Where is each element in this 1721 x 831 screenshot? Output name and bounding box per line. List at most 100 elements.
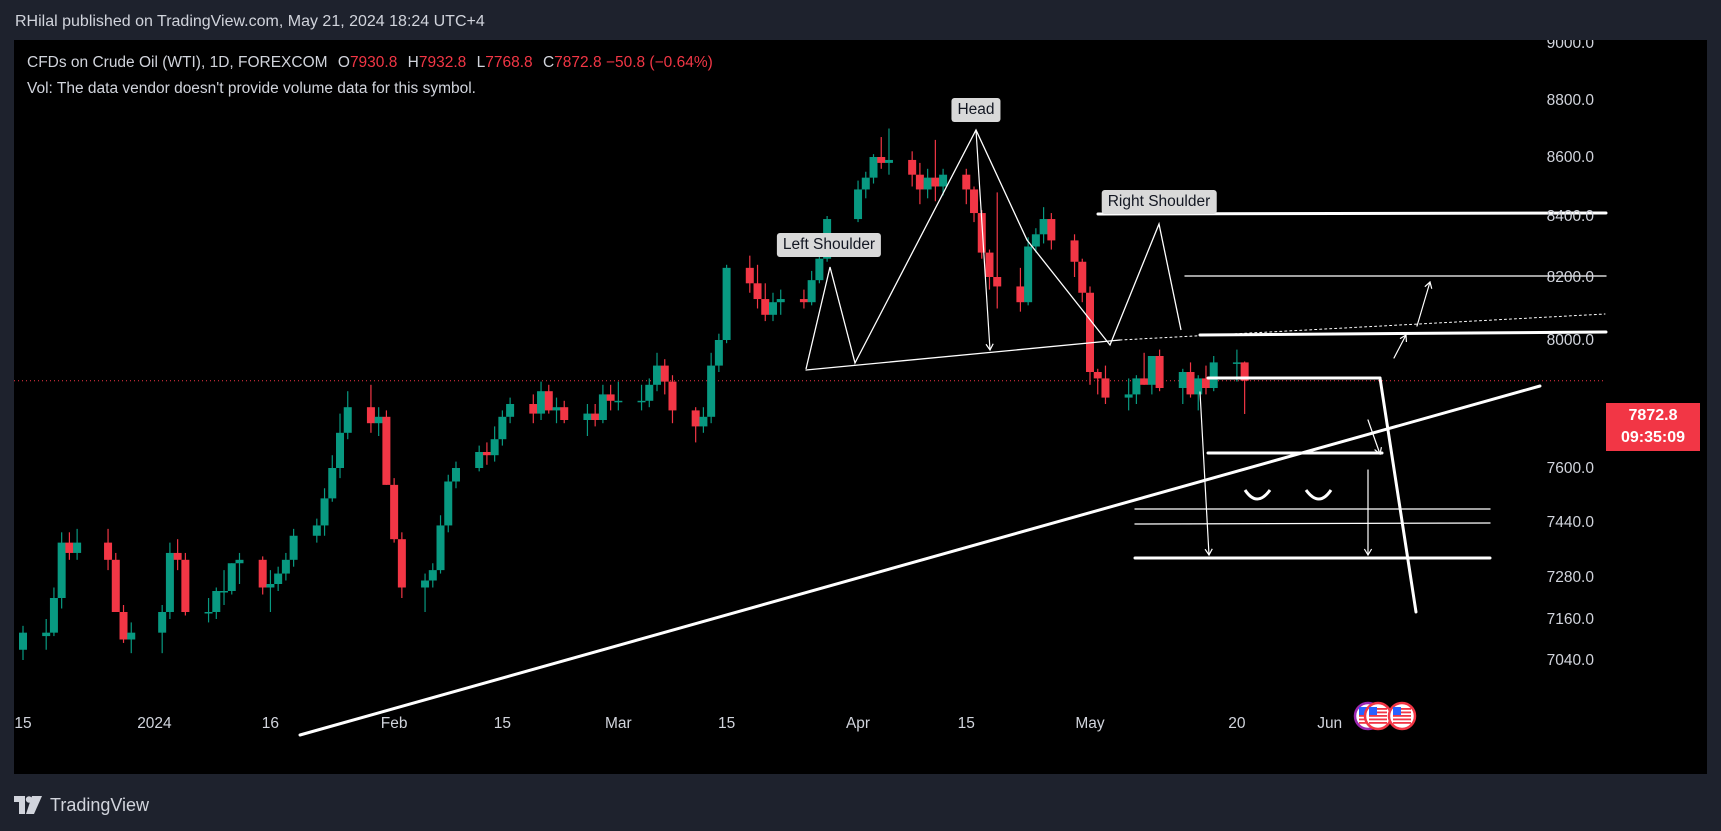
candle-body [1232,362,1241,364]
bottom-curve-2 [1304,489,1333,501]
candle-body [761,299,770,315]
candle-body [660,365,669,382]
candle-body [227,563,236,591]
y-tick-label: 7440.0 [1547,514,1595,531]
candle-body [42,632,51,637]
us-event-flag-icon[interactable] [1363,701,1393,731]
us-event-flag-icon[interactable] [1387,701,1417,731]
price-chart[interactable]: 9000.0 8800.0 8600.0 8400.0 8200.0 8000.0 7600… [14,40,1707,774]
breakout-arrow-2-head [1424,280,1433,289]
candle-body [861,177,870,190]
candle-body [65,542,74,553]
candle-body [962,174,971,190]
flag-stripe [1369,715,1387,717]
y-tick-label: 9000.0 [1547,40,1595,52]
candle-body [235,559,244,564]
candle-body [1194,378,1203,395]
legend-volume-note: Vol: The data vendor doesn't provide vol… [27,80,476,97]
event-flags[interactable] [1353,701,1417,731]
published-header: RHilal published on TradingView.com, May… [0,0,1721,40]
left-shoulder-label[interactable]: Left Shoulder [776,233,882,257]
candle-body [1024,246,1033,303]
breakdown-line [1378,376,1418,614]
candle-body [1201,378,1210,388]
x-tick-label: 2024 [137,715,172,732]
candle-body [328,468,337,499]
candle-body [104,542,113,560]
y-tick-label: 8200.0 [1547,269,1595,286]
candle-body [1147,356,1156,385]
candle-body [1047,219,1056,241]
flag-canton [1369,707,1377,715]
candle-body [158,612,167,633]
candle-body [374,416,383,424]
legend-symbol: CFDs on Crude Oil (WTI), 1D, FOREXCOM [27,54,328,71]
candle-body [722,267,731,340]
candle-body [544,391,553,411]
candle-body [552,407,561,411]
candle-body [908,159,917,175]
candle-body [320,498,329,526]
chart-area[interactable]: 9000.0 8800.0 8600.0 8400.0 8200.0 8000.0 7600… [14,40,1707,774]
candle-body [1178,372,1187,388]
y-tick-label: 7040.0 [1547,652,1595,669]
flag-stripe [1369,718,1387,721]
x-tick-label: 15 [718,715,735,732]
price-axis[interactable]: 9000.0 8800.0 8600.0 8400.0 8200.0 8000.0 7600… [1547,40,1595,669]
neckline-extension [1119,313,1606,341]
candle-body [274,573,283,584]
candle-body [939,174,948,187]
candle-body [977,213,986,253]
range-drop-arrow-head [1374,447,1382,456]
candle-body [776,299,785,303]
candle-body [915,174,924,190]
legend-symbol-line: CFDs on Crude Oil (WTI), 1D, FOREXCOM O7… [27,54,713,72]
candles [19,128,1249,660]
time-axis[interactable]: 15 2024 16 Feb 15 Mar 15 Apr 15 May 20 Jun [14,715,1342,732]
candle-body [1132,378,1141,395]
neckline [805,339,1121,371]
candle-body [1240,362,1249,381]
x-tick-label: 20 [1228,715,1246,732]
bar-countdown: 09:35:09 [1620,429,1686,446]
candle-body [1031,234,1040,247]
candle-body [127,632,136,640]
candle-body [482,452,491,456]
candle-body [668,381,677,411]
candle-body [73,542,82,553]
open-label: O [337,54,350,71]
candle-body [258,559,267,588]
right-shoulder-label[interactable]: Right Shoulder [1101,190,1217,214]
candle-body [475,452,484,468]
candle-body [970,189,979,214]
candle-body [1209,362,1218,388]
last-price: 7872.8 [1628,407,1678,424]
candle-body [537,391,546,414]
candle-body [336,432,345,468]
breakout-arrow-1 [1393,334,1407,359]
candle-body [799,299,808,303]
footer[interactable]: TradingView [14,790,149,820]
candle-body [49,598,58,633]
footer-brand: TradingView [50,794,150,815]
candle-body [1140,378,1149,385]
head-projection-arrow-head [985,343,994,352]
candle-body [923,177,932,190]
candle-body [490,439,499,456]
flag-stripe [1369,722,1387,724]
candle-body [560,407,569,420]
flag-stripe [1369,711,1387,714]
x-tick-label: May [1075,715,1105,732]
candle-body [606,394,615,401]
high-value: 7932.8 [418,54,467,71]
low-value: 7768.8 [485,54,533,71]
open-value: 7930.8 [349,54,398,71]
change-value: −50.8 (−0.64%) [605,54,713,71]
candle-body [931,177,940,187]
x-tick-label: Mar [605,715,632,732]
head-projection-arrow [975,129,991,351]
range-drop-arrow [1367,419,1381,455]
y-tick-label: 8800.0 [1547,92,1595,109]
candle-body [19,632,27,650]
head-label[interactable]: Head [951,98,1001,122]
